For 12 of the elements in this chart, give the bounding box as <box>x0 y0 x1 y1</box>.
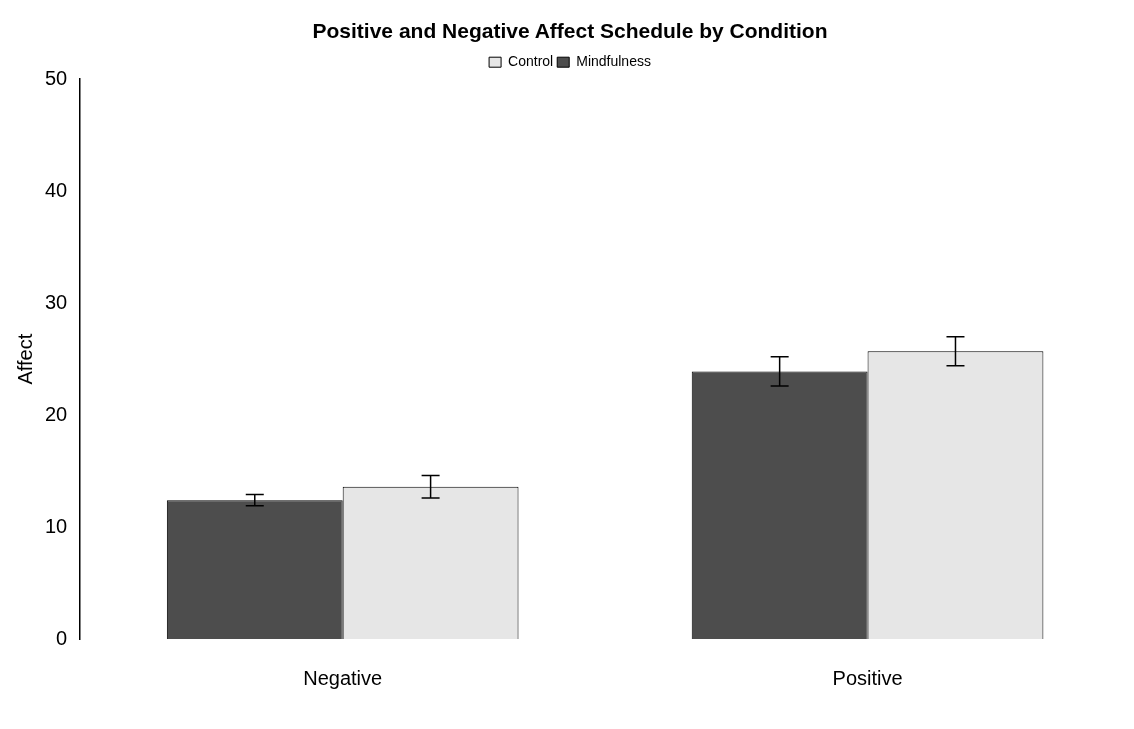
legend-label: Control <box>508 53 554 70</box>
y-tick-label: 10 <box>45 514 68 537</box>
y-tick-label: 40 <box>45 178 68 201</box>
chart-title: Positive and Negative Affect Schedule by Condition <box>312 19 828 43</box>
x-tick-label: Negative <box>303 666 383 689</box>
y-tick-label: 30 <box>45 290 68 313</box>
x-tick-label: Positive <box>832 666 903 689</box>
y-tick-label: 0 <box>56 626 68 649</box>
y-tick-label: 20 <box>45 402 68 425</box>
y-axis-title: Affect <box>13 333 36 385</box>
y-tick-label: 50 <box>45 66 68 89</box>
legend-label: Mindfulness <box>576 53 651 70</box>
